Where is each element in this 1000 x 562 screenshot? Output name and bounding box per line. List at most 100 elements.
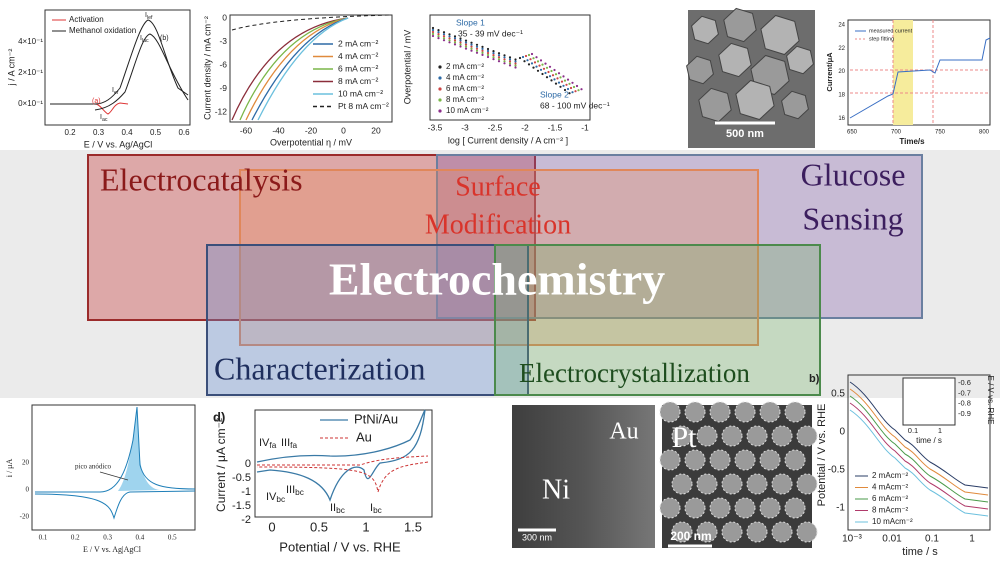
- box-glucose: [436, 154, 923, 319]
- tick-label: -1.5: [232, 500, 251, 512]
- dot: [503, 56, 506, 59]
- tick-label: -1: [836, 503, 845, 514]
- dot: [431, 28, 435, 32]
- texture: [686, 7, 814, 123]
- dot: [526, 59, 529, 62]
- tick-label: 10⁻³: [842, 534, 862, 545]
- box-label: Electrocatalysis: [100, 161, 303, 197]
- box-surface: [239, 169, 759, 346]
- box-label: Electrocrystallization: [519, 358, 750, 388]
- dot: [536, 69, 540, 72]
- tick-label: 4 mAcm⁻²: [872, 483, 909, 492]
- label: Pt: [671, 421, 697, 454]
- tick-label: 0.2: [64, 128, 76, 137]
- crystal: [723, 7, 757, 43]
- label-main: III: [286, 484, 295, 496]
- label: d): [213, 409, 225, 424]
- dot: [437, 30, 440, 34]
- dot: [453, 41, 457, 44]
- dot: [532, 57, 535, 60]
- dot: [518, 56, 522, 60]
- label: Slope 1: [456, 17, 485, 27]
- dot: [442, 33, 446, 36]
- tick-label: 4×10⁻¹: [18, 37, 43, 46]
- tick-label: -1: [241, 486, 251, 498]
- particle: [709, 449, 731, 471]
- crystal: [781, 90, 809, 120]
- particle: [721, 521, 743, 543]
- dot: [524, 54, 528, 58]
- dot: [575, 84, 579, 88]
- tick-label: 0.5: [310, 519, 328, 534]
- inset-frame: [902, 377, 956, 426]
- dot: [437, 35, 440, 38]
- tick-label: 0.4: [121, 128, 133, 137]
- dot: [562, 84, 565, 87]
- particle: [684, 497, 706, 519]
- label: Current / μA cm⁻²: [214, 418, 228, 512]
- dot: [497, 56, 501, 59]
- label-main: I: [370, 502, 373, 514]
- dot: [538, 64, 541, 67]
- tick-label: 20: [22, 459, 30, 467]
- dot: [577, 89, 580, 92]
- dot: [544, 71, 547, 75]
- particle: [734, 449, 756, 471]
- label: pico anódico: [75, 463, 111, 471]
- label: 2 mA cm⁻²: [338, 38, 379, 48]
- dot: [572, 85, 576, 89]
- particle: [796, 473, 818, 495]
- dot: [481, 53, 484, 57]
- particle: [684, 449, 706, 471]
- particle: [659, 497, 681, 519]
- label: Ibc: [370, 502, 382, 515]
- dot: [508, 64, 512, 67]
- dot: [497, 60, 501, 63]
- label: Overpotential / mV: [402, 30, 412, 105]
- label: 6 mA cm⁻²: [338, 63, 379, 73]
- dot: [508, 58, 512, 61]
- tick-label: -0.8: [958, 399, 971, 408]
- label-sub: ef: [114, 90, 119, 96]
- dot: [550, 79, 553, 82]
- particle: [784, 449, 806, 471]
- dot: [527, 63, 531, 66]
- curve: [231, 17, 349, 121]
- particle: [759, 449, 781, 471]
- dot: [497, 52, 501, 55]
- dot: [492, 56, 495, 59]
- tick-label: -0.7: [958, 388, 971, 397]
- legend-dot: [438, 65, 442, 69]
- label: Pt 8 mA cm⁻²: [338, 101, 389, 111]
- tick-label: 0.1: [39, 534, 48, 542]
- label: time / s: [916, 436, 942, 445]
- box-characterization: [206, 244, 529, 396]
- dot: [554, 73, 558, 76]
- curve: [256, 409, 426, 463]
- tick-label: 0.3: [93, 128, 105, 137]
- dot: [547, 70, 550, 74]
- axes-frame: [229, 14, 393, 123]
- dot: [554, 82, 558, 85]
- dot: [437, 33, 440, 36]
- dot: [514, 62, 517, 65]
- particle: [771, 473, 793, 495]
- dot: [481, 51, 484, 55]
- dot: [563, 79, 567, 82]
- particle: [671, 473, 693, 495]
- particle: [734, 497, 756, 519]
- dot: [545, 76, 549, 79]
- legend-dot: [438, 98, 442, 102]
- label: 8 mA cm⁻²: [338, 76, 379, 86]
- dot: [508, 60, 512, 63]
- curve: [34, 490, 196, 520]
- particle: [771, 425, 793, 447]
- legend-dot: [438, 87, 442, 91]
- label-sub: fa: [290, 441, 297, 450]
- legend-dot: [438, 109, 442, 113]
- tick-label: -0.5: [828, 465, 846, 476]
- dot: [464, 45, 468, 48]
- artwork: [31, 7, 991, 548]
- tick-label: -40: [272, 125, 285, 135]
- label: step fitting: [869, 36, 894, 42]
